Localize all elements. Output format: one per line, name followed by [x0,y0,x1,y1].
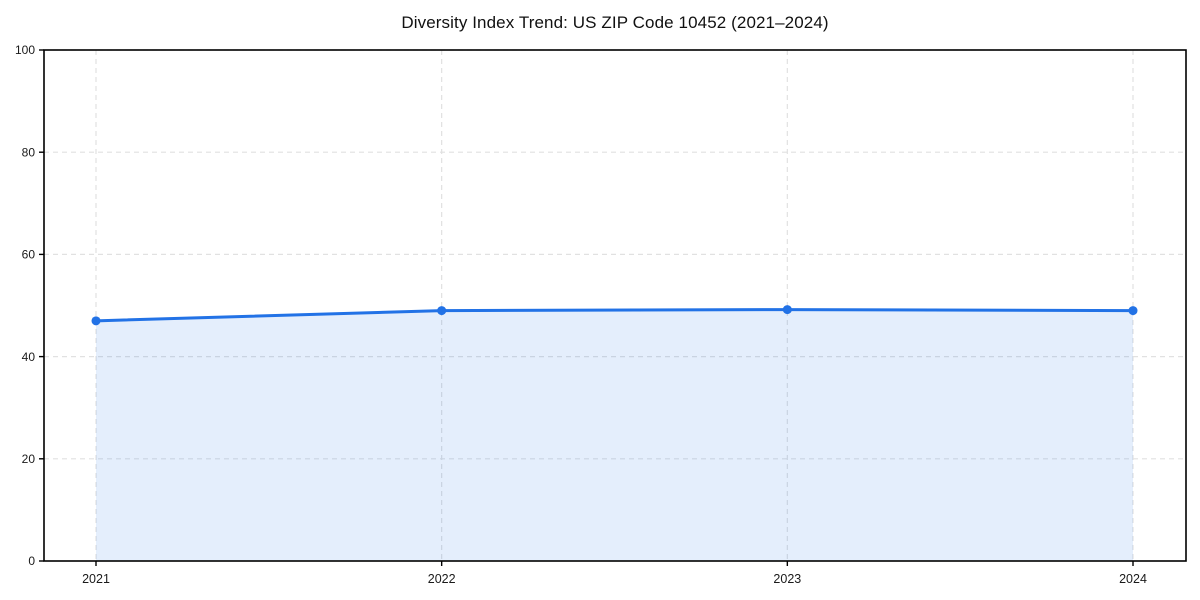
data-point [437,306,447,316]
y-tick-label: 100 [15,43,35,57]
chart-title: Diversity Index Trend: US ZIP Code 10452… [401,13,829,32]
y-tick-label: 60 [22,248,36,262]
y-tick-label: 80 [22,145,36,159]
data-point [782,305,792,315]
data-point [91,316,101,326]
x-tick-label: 2024 [1119,572,1147,586]
y-tick-label: 20 [22,452,36,466]
data-point [1128,306,1138,316]
y-tick-label: 0 [28,554,35,568]
x-tick-label: 2021 [82,572,110,586]
plot-frame [43,49,1187,562]
x-tick-label: 2022 [428,572,456,586]
y-tick-label: 40 [22,350,36,364]
trend-line [94,308,1135,323]
area-fill [96,309,1133,561]
x-tick-label: 2023 [773,572,801,586]
